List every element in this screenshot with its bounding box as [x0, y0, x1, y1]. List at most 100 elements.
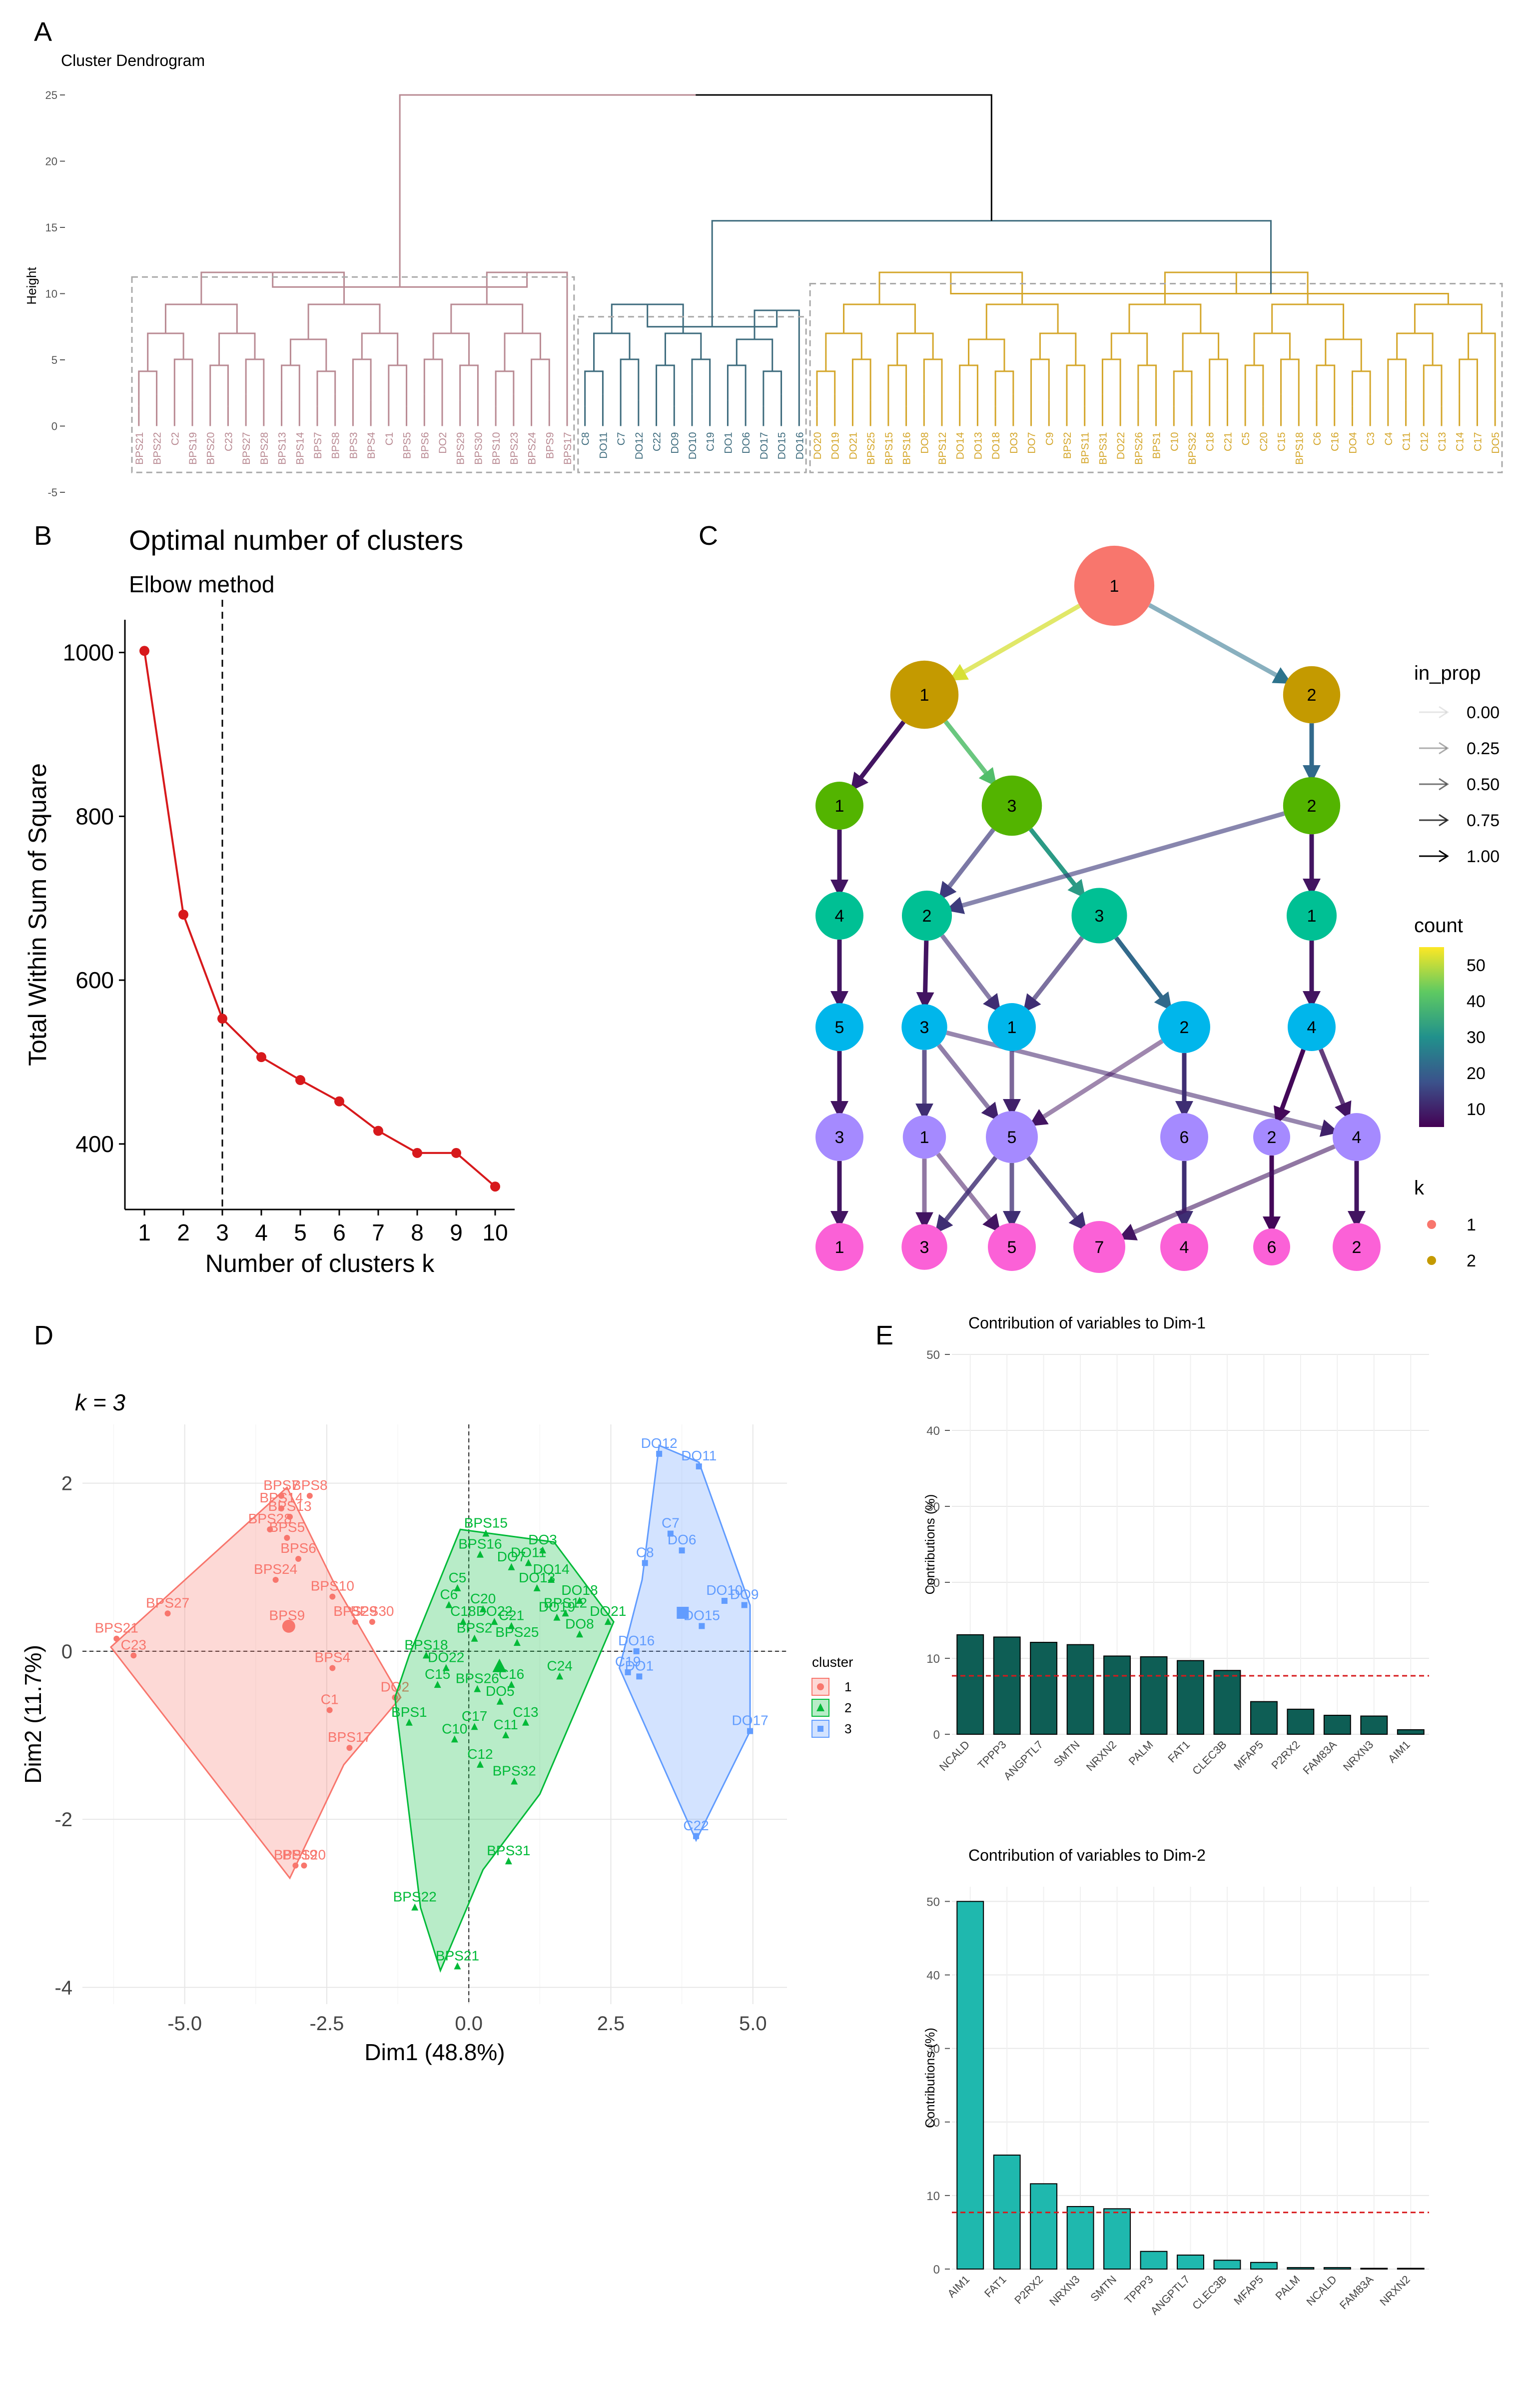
legend-count-tick: 50 [1467, 956, 1486, 975]
legend-in-prop-value: 0.50 [1467, 775, 1500, 794]
scatter-y-tick: 2 [61, 1473, 72, 1495]
scatter-point [491, 1618, 498, 1625]
dendrogram-leaf-label: BPS22 [152, 432, 163, 465]
dendrogram-cluster-box [131, 276, 575, 473]
clustree-node [815, 1223, 863, 1271]
dendrogram-merge [173, 358, 193, 400]
scatter-cluster-hull [394, 1528, 615, 1973]
dendrogram-leaf-label: DO20 [812, 432, 823, 460]
scatter-legend-title: cluster [812, 1654, 853, 1670]
dendrogram-merge [1101, 358, 1121, 394]
panel-a-dendrogram: Cluster Dendrogram Height -5 0 5 10 15 20 25 BPS2… [24, 51, 1503, 499]
bar-y-label: Contributions (%) [922, 2028, 937, 2128]
dendrogram-leaf-label: C3 [1365, 432, 1377, 446]
bar-y-tick: 50 [926, 1348, 940, 1362]
scatter-point-label: DO17 [732, 1713, 769, 1728]
scatter-point [411, 1903, 419, 1911]
dendrogram-merge [620, 358, 640, 400]
scatter-point [656, 1450, 663, 1457]
scatter-point [442, 1664, 450, 1671]
bar-y-tick: 50 [926, 1895, 940, 1909]
dendrogram-merge [1387, 358, 1407, 400]
bar-category-label: MFAP5 [1231, 2273, 1266, 2308]
scatter-point-label: DO21 [590, 1603, 626, 1619]
scatter-point-label: DO8 [565, 1616, 594, 1631]
dendrogram-merge [896, 332, 934, 365]
scatter-point [326, 1707, 333, 1713]
scatter-point [562, 1609, 569, 1617]
clustree-node [1071, 888, 1127, 944]
dendrogram-merge [1325, 338, 1362, 371]
dendrogram-leaf-label: C1 [384, 432, 395, 446]
scatter-point [508, 1622, 515, 1629]
clustree-node-label: 1 [835, 1238, 844, 1257]
dendrogram-merge [218, 332, 256, 365]
dendrogram-merge [388, 364, 408, 406]
clustree-edge [1319, 1048, 1352, 1121]
scatter-point-label: DO6 [668, 1532, 697, 1547]
panel-c-clustree: 1 1 2 1 3 2 4 2 3 1 5 3 1 2 4 3 1 5 6 2 4 1 3 5 7 4 6 2 in_prop 0.00 0… [815, 545, 1500, 1273]
dendrogram-cluster-box [577, 316, 807, 473]
bar-y-tick: 0 [933, 2263, 940, 2277]
panel-letter-b: B [34, 521, 52, 551]
dendrogram-leaf-label: BPS4 [366, 432, 377, 459]
scatter-point [576, 1597, 583, 1604]
scatter-point [284, 1534, 290, 1541]
scatter-legend-key [811, 1678, 829, 1696]
scatter-point [476, 1760, 484, 1768]
dendrogram-leaf-label: BPS17 [562, 432, 574, 465]
bar [1030, 2183, 1058, 2270]
legend-count-tick: 10 [1467, 1100, 1486, 1119]
bar-category-label: SMTN [1088, 2273, 1119, 2304]
scatter-point [625, 1669, 631, 1675]
legend-in-prop-value: 0.75 [1467, 811, 1500, 830]
dendrogram-leaf-label: BPS30 [473, 432, 484, 465]
clustree-node [988, 1003, 1036, 1051]
legend-count-tick: 40 [1467, 992, 1486, 1011]
dendrogram-merge [209, 364, 229, 406]
bar-y-tick: 40 [926, 1424, 940, 1438]
panel-letter-a: A [34, 17, 52, 47]
scatter-point-label: DO19 [539, 1599, 575, 1615]
bar [1177, 1660, 1204, 1735]
clustree-node [1333, 1113, 1381, 1161]
scatter-x-label: Dim1 (48.8%) [364, 2039, 505, 2065]
dendrogram-merge [316, 370, 336, 406]
scatter-cluster-hull [618, 1444, 751, 1842]
elbow-x-tick: 2 [177, 1219, 190, 1245]
scatter-title: k = 3 [75, 1389, 125, 1415]
dendrogram-leaf-label: DO15 [776, 432, 788, 460]
bar-y-tick: 20 [926, 2116, 940, 2130]
dendrogram-leaf-label: BPS9 [544, 432, 556, 459]
dendrogram-merge [923, 358, 943, 394]
elbow-x-tick: 9 [450, 1219, 463, 1245]
legend-in-prop-title: in_prop [1414, 662, 1481, 684]
scatter-point [496, 1697, 504, 1705]
elbow-y-tick: 400 [75, 1131, 114, 1157]
dendrogram-leaf-label: BPS24 [527, 432, 538, 465]
scatter-point-label: DO18 [561, 1582, 598, 1598]
clustree-edge [936, 1153, 1001, 1233]
legend-k-title: k [1414, 1177, 1425, 1199]
clustree-node [1286, 890, 1337, 941]
bar [1323, 2267, 1351, 2270]
legend-in-prop-arrow [1419, 742, 1449, 755]
legend-count-tick: 20 [1467, 1064, 1486, 1083]
legend-count-title: count [1414, 915, 1463, 937]
dendrogram-merge [1030, 358, 1050, 400]
elbow-point [295, 1075, 305, 1086]
scatter-point-label: C1 [321, 1692, 339, 1707]
scatter-point [667, 1530, 674, 1537]
panel-letter-e: E [875, 1320, 893, 1350]
clustree-node-label: 1 [1007, 1018, 1017, 1037]
bar [1103, 2208, 1131, 2270]
clustree-node [988, 1223, 1036, 1271]
bar-y-tick: 0 [933, 1728, 940, 1742]
legend-count-colorbar [1419, 947, 1444, 1127]
elbow-x-tick: 3 [216, 1219, 229, 1245]
dendrogram-leaf-label: BPS18 [1294, 432, 1305, 465]
dendrogram-merge [959, 364, 978, 400]
clustree-edge [940, 934, 1001, 1013]
scatter-point-label: DO5 [486, 1683, 515, 1699]
clustree-edge [1117, 1144, 1336, 1240]
